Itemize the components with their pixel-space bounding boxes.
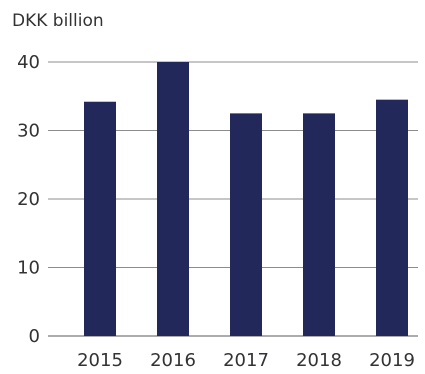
bars [84, 62, 408, 336]
y-tick-label-0: 0 [29, 326, 40, 347]
y-axis-unit-label: DKK billion [12, 11, 104, 31]
x-category-label-2017: 2017 [223, 350, 269, 371]
y-tick-label-10: 10 [17, 258, 40, 279]
bar-2019 [376, 99, 408, 336]
y-tick-label-20: 20 [17, 189, 40, 210]
y-tick-label-40: 40 [17, 52, 40, 73]
bar-2017 [230, 113, 262, 336]
bar-2018 [303, 113, 335, 336]
x-category-label-2018: 2018 [296, 350, 342, 371]
y-tick-labels: 0 10 20 30 40 [17, 52, 40, 347]
x-category-label-2019: 2019 [369, 350, 415, 371]
y-tick-label-30: 30 [17, 121, 40, 142]
bar-2016 [157, 62, 189, 336]
x-category-label-2015: 2015 [77, 350, 123, 371]
x-category-labels: 2015 2016 2017 2018 2019 [77, 350, 415, 371]
x-category-label-2016: 2016 [150, 350, 196, 371]
bar-2015 [84, 101, 116, 336]
